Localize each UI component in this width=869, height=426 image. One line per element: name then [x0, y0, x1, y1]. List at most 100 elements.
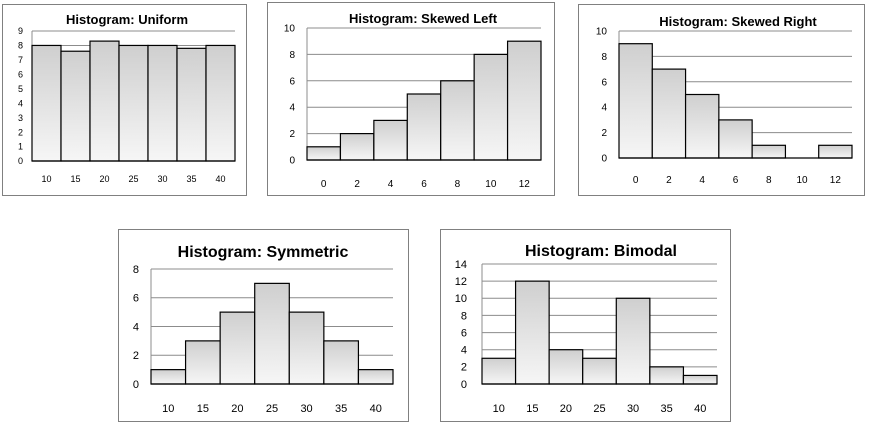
x-tick-label: 2 [666, 175, 672, 186]
histogram-bar [473, 53, 509, 161]
y-tick-label: 0 [289, 156, 295, 167]
histogram-bar [818, 144, 853, 159]
x-tick-label: 20 [231, 403, 243, 415]
y-tick-label: 8 [461, 310, 467, 322]
y-tick-label: 8 [601, 52, 607, 63]
histogram-bar [684, 93, 720, 159]
y-tick-label: 4 [289, 103, 295, 114]
y-tick-label: 8 [133, 264, 139, 276]
x-tick-label: 10 [485, 179, 497, 190]
histogram-bar [514, 280, 550, 385]
x-tick-label: 10 [493, 403, 505, 415]
x-tick-label: 8 [766, 175, 772, 186]
y-tick-label: 2 [289, 129, 295, 140]
histogram-bar [440, 80, 475, 161]
histogram-bar [751, 144, 787, 159]
histogram-bar [649, 366, 685, 385]
x-tick-label: 10 [41, 174, 51, 184]
y-tick-label: 3 [18, 113, 23, 123]
histogram-bar [651, 68, 687, 159]
x-tick-label: 4 [388, 179, 394, 190]
y-tick-label: 12 [455, 276, 467, 288]
y-tick-label: 2 [461, 362, 467, 374]
x-tick-label: 10 [162, 403, 174, 415]
x-tick-label: 35 [661, 403, 673, 415]
chart-panel-skewed-left: 0 2 4 6 8 10 0 2 4 6 8 10 12 Histogram: Skewed Left [267, 2, 555, 196]
y-tick-label: 8 [289, 50, 295, 61]
x-tick-label: 12 [519, 179, 531, 190]
histogram-bar [548, 349, 584, 385]
x-tick-label: 15 [197, 403, 209, 415]
histogram-bar [60, 50, 91, 162]
x-tick-label: 30 [627, 403, 639, 415]
y-tick-label: 2 [601, 128, 607, 139]
x-tick-label: 15 [526, 403, 538, 415]
histogram-bar [219, 311, 256, 385]
histogram-bar [682, 374, 718, 385]
y-tick-label: 4 [461, 345, 467, 357]
x-tick-label: 12 [830, 175, 842, 186]
x-tick-label: 25 [128, 174, 138, 184]
y-tick-label: 8 [18, 41, 23, 51]
x-tick-label: 2 [354, 179, 360, 190]
histogram-bar [150, 369, 187, 385]
y-tick-label: 6 [601, 77, 607, 88]
y-tick-label: 2 [133, 350, 139, 362]
x-tick-label: 30 [300, 403, 312, 415]
y-tick-label: 4 [18, 98, 23, 108]
chart-panel-uniform: 0 1 2 3 4 5 6 7 8 9 10 15 20 25 30 35 40 Histogram: Unifo… [2, 4, 247, 196]
x-tick-label: 4 [699, 175, 705, 186]
x-tick-label: 30 [157, 174, 167, 184]
histogram-bar [306, 146, 342, 161]
histogram-bar [339, 133, 375, 161]
y-tick-label: 6 [18, 69, 23, 79]
histogram-bar [147, 44, 178, 162]
histogram-bar [618, 43, 653, 159]
histogram-bar [254, 282, 290, 385]
y-tick-label: 10 [596, 27, 608, 38]
x-tick-label: 8 [455, 179, 461, 190]
y-tick-label: 0 [461, 379, 467, 391]
y-tick-label: 1 [18, 142, 23, 152]
histogram-bar [373, 119, 408, 161]
histogram-bar [406, 93, 442, 161]
x-tick-label: 6 [421, 179, 427, 190]
x-tick-label: 35 [335, 403, 347, 415]
histogram-bar [323, 340, 360, 385]
chart-title-skewed-right: Histogram: Skewed Right [659, 14, 817, 29]
chart-svg: 0 2 4 6 8 10 15 20 25 30 35 40 Histogram: Symmetric [133, 244, 394, 415]
x-tick-label: 20 [99, 174, 109, 184]
x-tick-label: 20 [560, 403, 572, 415]
chart-panel-bimodal: 0 2 4 6 8 10 12 14 10 15 20 25 30 35 40 Histogram: Bimo… [440, 229, 731, 422]
y-tick-label: 4 [133, 321, 139, 333]
y-tick-label: 0 [601, 154, 607, 165]
y-tick-label: 0 [18, 156, 23, 166]
histogram-bar [718, 119, 753, 159]
y-tick-label: 10 [284, 24, 296, 35]
histogram-bar [288, 311, 325, 385]
chart-panel-symmetric: 0 2 4 6 8 10 15 20 25 30 35 40 Histogram: Symmetric [118, 229, 409, 422]
x-tick-label: 40 [694, 403, 706, 415]
histogram-bar [118, 44, 149, 162]
x-tick-label: 25 [593, 403, 605, 415]
x-tick-label: 10 [797, 175, 809, 186]
x-tick-label: 0 [321, 179, 327, 190]
y-tick-label: 14 [455, 259, 467, 271]
histogram-bar [481, 357, 517, 385]
chart-title-uniform: Histogram: Uniform [66, 12, 188, 27]
histogram-bar [89, 40, 120, 162]
x-tick-label: 15 [70, 174, 80, 184]
chart-svg: 0 2 4 6 8 10 12 14 10 15 20 25 30 35 40 Histogram: Bimo… [455, 243, 718, 415]
x-tick-label: 40 [215, 174, 225, 184]
chart-svg: 0 2 4 6 8 10 0 2 4 6 8 10 12 Histogram: Skewed Left [284, 11, 542, 190]
chart-title-bimodal: Histogram: Bimodal [525, 243, 677, 260]
histogram-bar [184, 340, 221, 385]
x-tick-label: 35 [186, 174, 196, 184]
histogram-bar [615, 297, 651, 385]
histogram-bar [176, 47, 207, 162]
x-tick-label: 40 [370, 403, 382, 415]
y-tick-label: 0 [133, 379, 139, 391]
y-tick-label: 10 [455, 293, 467, 305]
y-tick-label: 2 [18, 127, 23, 137]
chart-svg: 0 1 2 3 4 5 6 7 8 9 10 15 20 25 30 35 40 Histogram: Unifo… [18, 12, 236, 184]
